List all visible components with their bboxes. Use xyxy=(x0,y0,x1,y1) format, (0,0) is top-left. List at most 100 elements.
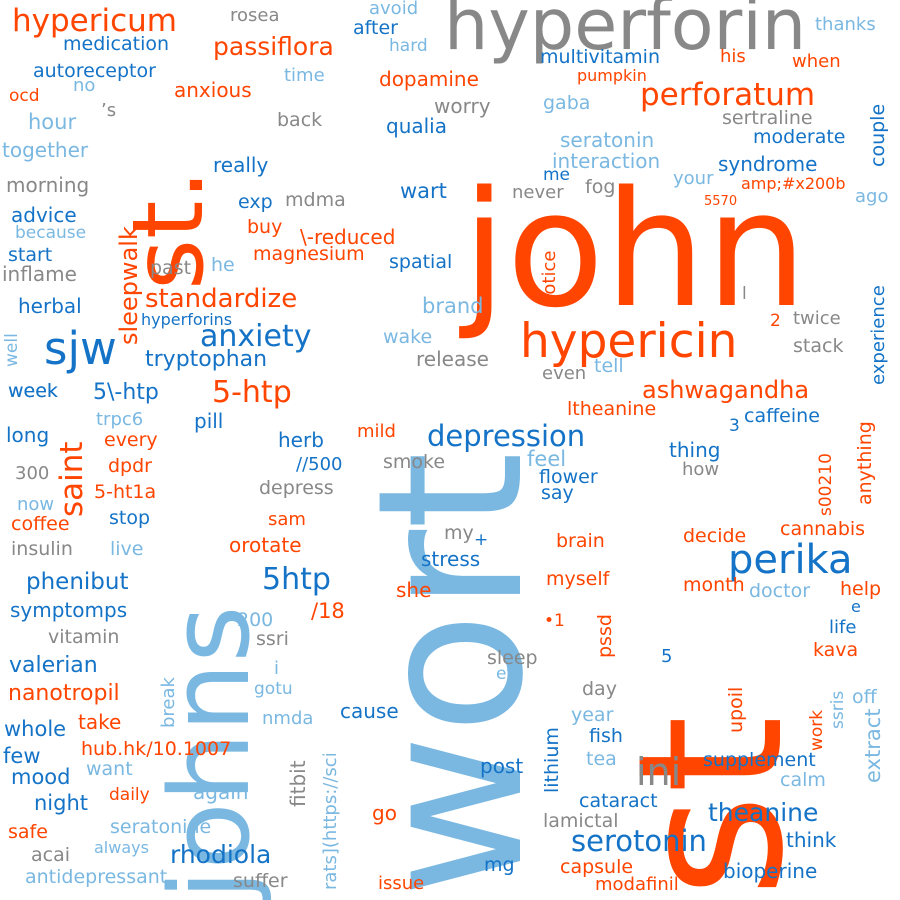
word: 5htp xyxy=(262,562,331,597)
word: nanotropil xyxy=(8,681,120,706)
word: break xyxy=(158,677,179,728)
word: lithium xyxy=(541,727,563,793)
word: \-reduced xyxy=(300,225,396,249)
word: fitbit xyxy=(286,760,310,807)
word: stop xyxy=(109,507,151,529)
word: help xyxy=(840,578,882,600)
word: qualia xyxy=(386,114,447,138)
word: decide xyxy=(683,525,747,547)
word: ’s xyxy=(101,100,117,121)
word: night xyxy=(34,791,89,815)
word: dopamine xyxy=(379,67,479,91)
word: wart xyxy=(400,179,447,203)
word: thing xyxy=(669,438,721,462)
word: sleep xyxy=(487,647,538,669)
word: rats](https://sci xyxy=(320,752,341,890)
word: •1 xyxy=(544,611,565,631)
word: herb xyxy=(278,428,324,452)
word: off xyxy=(852,686,877,708)
word: kava xyxy=(813,639,859,661)
word: 5-htp xyxy=(212,375,292,410)
word: mild xyxy=(357,421,396,442)
word: depress xyxy=(259,477,334,499)
word: mood xyxy=(11,765,71,789)
word: start xyxy=(8,244,53,266)
word: 5\-htp xyxy=(93,380,159,405)
word: day xyxy=(582,678,617,700)
word: acai xyxy=(31,844,71,866)
word: autoreceptor xyxy=(33,60,156,82)
word: cause xyxy=(340,699,399,723)
word: long xyxy=(6,423,50,447)
word: release xyxy=(416,347,489,371)
word: valerian xyxy=(9,653,98,678)
word: time xyxy=(284,65,325,86)
word: he xyxy=(211,254,235,276)
word: pill xyxy=(194,409,224,433)
word: how xyxy=(682,459,720,480)
word: multivitamin xyxy=(540,46,661,68)
word: stress xyxy=(421,547,481,571)
word: hyperforins xyxy=(141,310,233,329)
word: brand xyxy=(422,294,484,318)
word: pumpkin xyxy=(577,66,647,85)
word: daily xyxy=(109,785,150,805)
word: capsule xyxy=(560,856,634,878)
word: theanine xyxy=(708,798,819,827)
word: live xyxy=(110,538,144,560)
word: experience xyxy=(868,285,889,385)
word: interaction xyxy=(552,149,661,173)
word: syndrome xyxy=(718,152,818,176)
word: orotate xyxy=(229,533,302,557)
word: phenibut xyxy=(26,569,129,595)
word: rosea xyxy=(230,5,280,26)
word: fog xyxy=(585,176,616,198)
word: go xyxy=(372,801,397,825)
word: never xyxy=(512,182,564,203)
word: she xyxy=(396,578,432,602)
word: together xyxy=(2,138,89,162)
word: every xyxy=(104,429,158,451)
word: cannabis xyxy=(780,518,866,540)
word: say xyxy=(541,482,574,504)
word: ashwagandha xyxy=(642,376,810,404)
word: ocd xyxy=(9,86,40,106)
word: take xyxy=(78,710,122,734)
word: few xyxy=(3,744,41,768)
word: really xyxy=(213,153,269,177)
word: trpc6 xyxy=(96,409,144,430)
word: 5570 xyxy=(704,194,738,209)
word: 300 xyxy=(15,463,50,484)
word: smoke xyxy=(383,451,446,473)
word: now xyxy=(17,494,55,515)
word: l xyxy=(742,284,747,304)
word: lamictal xyxy=(543,810,619,832)
word: tell xyxy=(594,355,624,377)
word: depression xyxy=(427,419,586,453)
word: e xyxy=(851,597,861,616)
word: his xyxy=(720,46,746,67)
word: ini xyxy=(636,750,682,794)
word: + xyxy=(474,530,489,550)
word: notice xyxy=(539,250,560,306)
word: morning xyxy=(6,173,90,197)
word: upoil xyxy=(725,686,747,733)
word: again xyxy=(193,780,249,804)
word: feel xyxy=(527,447,567,471)
word: mdma xyxy=(285,189,346,211)
word: seratonine xyxy=(110,816,212,838)
word: week xyxy=(8,380,58,402)
word: magnesium xyxy=(253,243,365,265)
word: seratonin xyxy=(560,128,655,152)
word: anxiety xyxy=(200,319,312,354)
word: myself xyxy=(546,568,610,590)
word: 5 xyxy=(661,646,673,667)
word: fish xyxy=(589,725,623,747)
word: sertraline xyxy=(722,107,813,129)
word: herbal xyxy=(18,294,82,318)
word: exp xyxy=(238,191,273,213)
word: tryptophan xyxy=(145,347,268,372)
word: extract xyxy=(861,708,885,784)
word: brain xyxy=(556,530,605,552)
